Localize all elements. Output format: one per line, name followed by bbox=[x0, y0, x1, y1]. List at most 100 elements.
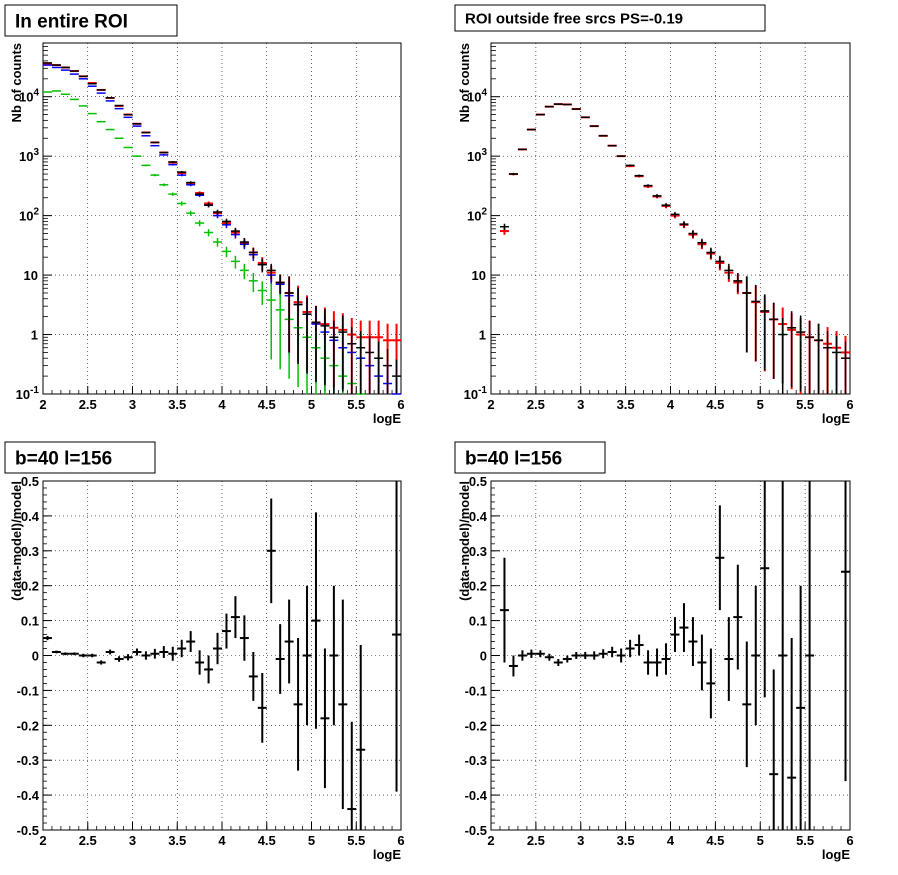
data-point bbox=[195, 220, 205, 227]
data-point bbox=[177, 639, 187, 658]
y-tick-base: 10 bbox=[467, 209, 481, 224]
x-tick-label: 2.5 bbox=[527, 833, 545, 848]
y-tick-label: -0.1 bbox=[465, 683, 487, 698]
chart-title: In entire ROI bbox=[15, 11, 128, 32]
data-point bbox=[329, 585, 339, 726]
data-point bbox=[562, 655, 572, 663]
data-point bbox=[132, 648, 142, 656]
data-point bbox=[338, 599, 348, 810]
data-point bbox=[105, 100, 115, 102]
data-point bbox=[168, 192, 178, 196]
data-point bbox=[697, 634, 707, 691]
x-tick-label: 4.5 bbox=[706, 833, 724, 848]
data-point bbox=[123, 113, 133, 116]
y-tick-label: 0 bbox=[32, 649, 39, 664]
panel-4: 2 2.5 3 3.5 4 4.5 5 5.5 6 -0.5 -0.4 -0.3 -0.2 -0.1 0 0.… bbox=[454, 441, 854, 862]
y-axis-title: (data-model)/model bbox=[457, 481, 472, 601]
data-point bbox=[535, 113, 545, 116]
data-point bbox=[150, 173, 160, 177]
data-point bbox=[814, 323, 824, 394]
x-tick-label: 2 bbox=[487, 397, 494, 412]
data-point bbox=[356, 331, 366, 394]
data-point bbox=[769, 669, 779, 830]
data-point bbox=[177, 170, 187, 174]
data-point bbox=[760, 294, 770, 371]
data-point bbox=[392, 359, 401, 394]
data-point bbox=[257, 258, 267, 273]
y-tick-label: 1 bbox=[479, 328, 486, 343]
data-point bbox=[571, 652, 581, 659]
y-tick-label: 0.2 bbox=[469, 579, 487, 594]
data-point bbox=[517, 148, 527, 151]
data-point bbox=[141, 135, 151, 137]
data-point bbox=[159, 183, 169, 187]
data-point bbox=[499, 557, 509, 663]
data-point bbox=[213, 632, 222, 665]
x-tick-label: 4 bbox=[218, 833, 226, 848]
data-point bbox=[105, 649, 115, 655]
panel-1: 2 2.5 3 3.5 4 4.5 5 5.5 610-1110102103104logENb … bbox=[4, 4, 405, 426]
series-1 bbox=[43, 481, 401, 830]
data-point bbox=[562, 103, 572, 106]
data-point bbox=[733, 273, 743, 293]
data-point bbox=[760, 481, 770, 698]
x-tick-label: 3.5 bbox=[617, 397, 635, 412]
x-tick-label: 4 bbox=[667, 833, 675, 848]
data-point bbox=[186, 210, 196, 216]
data-point bbox=[787, 311, 797, 388]
data-point bbox=[230, 596, 240, 639]
x-axis-title: logE bbox=[822, 411, 850, 426]
y-tick-label: 102 bbox=[19, 207, 39, 224]
data-point bbox=[87, 653, 97, 658]
data-point bbox=[706, 648, 716, 719]
data-point bbox=[778, 481, 788, 830]
data-point bbox=[114, 137, 124, 140]
y-axis-title: Nb of counts bbox=[457, 43, 472, 122]
title-box: b=40 l=156 bbox=[4, 441, 156, 474]
data-point bbox=[150, 144, 160, 147]
data-point bbox=[625, 164, 635, 167]
y-axis-title: (data-model)/model bbox=[9, 481, 24, 601]
data-point bbox=[266, 263, 276, 280]
data-point bbox=[248, 273, 258, 293]
y-tick-exponent: -1 bbox=[30, 385, 39, 396]
y-tick-label: 10-1 bbox=[464, 385, 488, 402]
data-point bbox=[222, 246, 231, 258]
data-point bbox=[114, 104, 124, 107]
x-tick-label: 2 bbox=[487, 833, 494, 848]
x-tick-label: 2.5 bbox=[79, 833, 97, 848]
data-point bbox=[186, 181, 196, 184]
data-point bbox=[311, 512, 321, 729]
data-point bbox=[78, 653, 88, 658]
chart-title: b=40 l=156 bbox=[15, 448, 112, 469]
y-tick-label: 10 bbox=[472, 268, 486, 283]
title-box: In entire ROI bbox=[4, 4, 178, 37]
data-point bbox=[688, 617, 698, 666]
x-tick-label: 3 bbox=[129, 397, 136, 412]
x-tick-label: 2 bbox=[39, 397, 46, 412]
data-point bbox=[293, 287, 303, 364]
data-point bbox=[580, 652, 590, 659]
data-point bbox=[742, 641, 752, 768]
data-point bbox=[841, 341, 850, 394]
y-tick-label: 104 bbox=[467, 88, 487, 105]
x-tick-label: 2.5 bbox=[527, 397, 545, 412]
data-point bbox=[751, 284, 761, 361]
data-point bbox=[796, 315, 806, 392]
y-tick-label: 103 bbox=[19, 147, 39, 164]
data-point bbox=[87, 112, 97, 115]
data-point bbox=[670, 617, 680, 653]
series-4 bbox=[43, 62, 401, 394]
x-axis-title: logE bbox=[373, 847, 401, 862]
data-point bbox=[329, 320, 339, 394]
data-point bbox=[195, 650, 205, 675]
x-tick-label: 4.5 bbox=[258, 833, 276, 848]
chart-title: b=40 l=156 bbox=[465, 448, 562, 469]
data-point bbox=[96, 660, 106, 665]
y-tick-label: 0.3 bbox=[469, 544, 487, 559]
data-point bbox=[356, 645, 366, 830]
y-tick-label: 0.5 bbox=[469, 474, 487, 489]
data-point bbox=[796, 585, 806, 830]
data-point bbox=[168, 646, 178, 661]
y-tick-label: 10-1 bbox=[16, 385, 40, 402]
